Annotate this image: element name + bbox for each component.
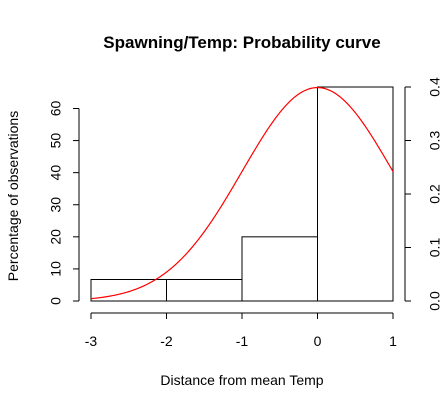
y2-tick-label: 0.0 [427,291,443,311]
y-tick-label: 0 [48,297,64,305]
y-tick-label: 60 [48,100,64,116]
x-tick-label: -1 [236,333,249,349]
probability-curve-line [90,86,394,300]
y-axis-label: Percentage of observations [5,111,21,281]
x-axis: -3 -2 -1 0 1 [85,312,397,349]
x-axis-label: Distance from mean Temp [160,372,323,388]
chart-title: Spawning/Temp: Probability curve [103,33,380,52]
y-tick-label: 30 [48,197,64,213]
x-tick-label: 1 [389,333,397,349]
histogram-bar-4 [317,86,394,302]
y2-tick-label: 0.4 [427,77,443,97]
x-tick-label: 0 [314,333,322,349]
histogram-bar-3 [241,236,318,302]
y-axis-right: 0.0 0.1 0.2 0.3 0.4 [404,77,443,311]
y-tick-label: 50 [48,133,64,149]
histogram-bar-2 [166,279,243,302]
y2-tick-label: 0.1 [427,238,443,258]
histogram-bars [90,86,394,302]
y2-tick-label: 0.3 [427,131,443,151]
x-tick-label: -2 [160,333,173,349]
y-tick-label: 40 [48,165,64,181]
y-tick-label: 10 [48,261,64,277]
probability-curve-group [90,86,394,300]
x-tick-label: -3 [85,333,98,349]
y2-tick-label: 0.2 [427,184,443,204]
y-axis-left: 0 10 20 30 40 50 60 [48,100,80,305]
y-tick-label: 20 [48,229,64,245]
